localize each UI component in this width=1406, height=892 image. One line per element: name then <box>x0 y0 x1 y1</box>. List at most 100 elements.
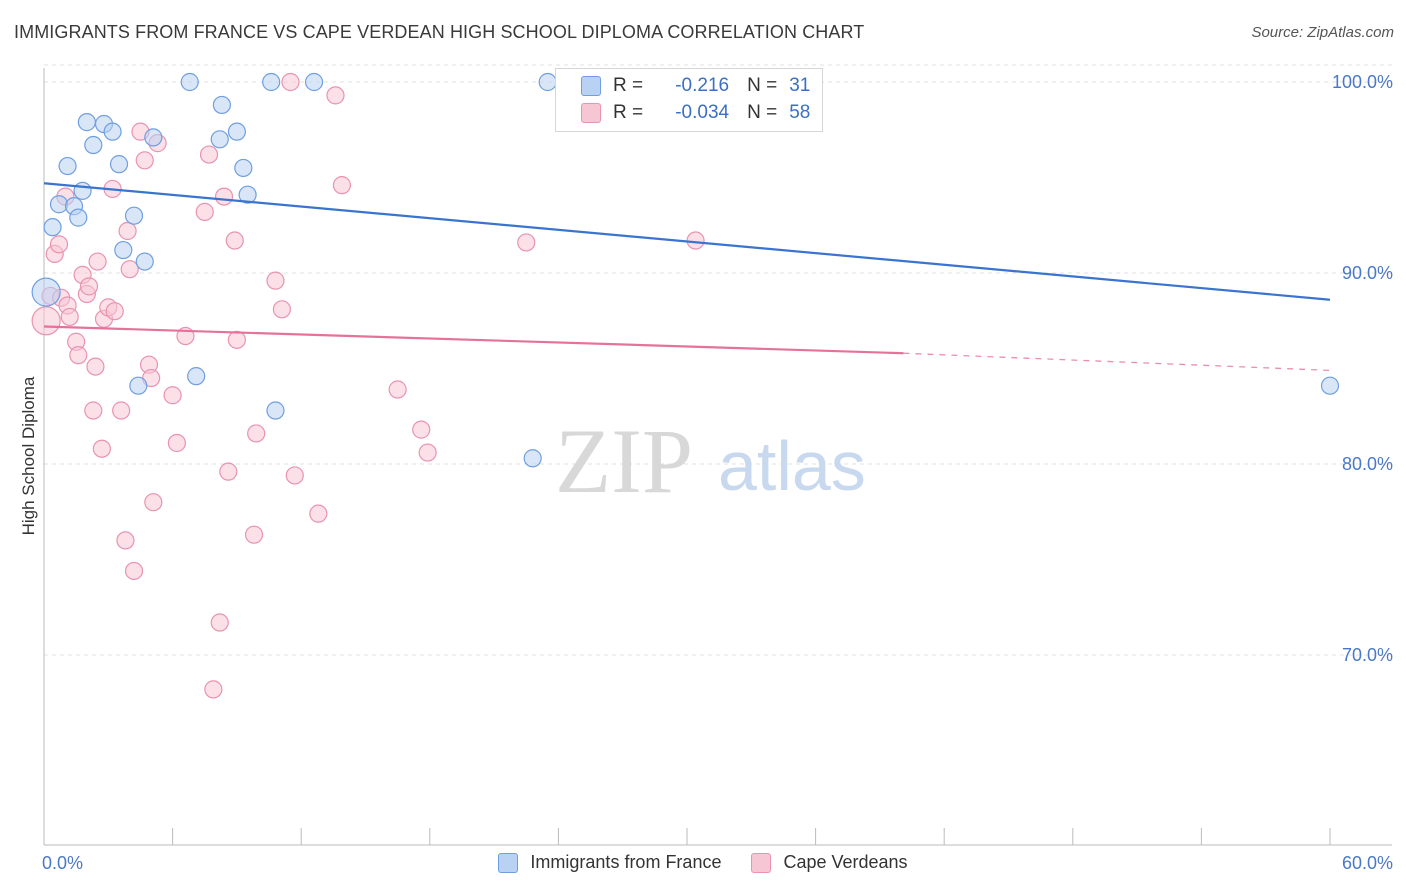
legend-r-value: -0.216 <box>675 75 730 96</box>
cape-verdean-point <box>163 386 182 405</box>
france-point <box>43 218 62 237</box>
france-point <box>234 158 253 178</box>
france-points <box>31 72 1340 468</box>
france-point <box>103 122 122 141</box>
watermark: ZIP atlas <box>555 410 866 512</box>
legend-swatch-france <box>498 852 519 873</box>
y-tick-label: 100.0% <box>1332 72 1393 92</box>
cape-verdean-point <box>195 202 214 221</box>
france-point <box>187 367 206 386</box>
cape-verdean-point <box>412 420 431 439</box>
france-point <box>538 72 557 92</box>
france-point <box>238 185 257 204</box>
france-point <box>210 130 229 149</box>
cape-verdean-point <box>118 221 137 241</box>
cape-verdean-point <box>227 330 246 349</box>
legend-label-cape-verdeans: Cape Verdeans <box>783 852 908 872</box>
legend-row-cape-verdeans: R = -0.034 N = 58 <box>581 100 810 126</box>
france-point <box>31 277 61 307</box>
france-point <box>1320 376 1340 395</box>
france-point <box>114 240 133 260</box>
cape-verdean-point <box>266 271 285 290</box>
cape-verdean-point <box>88 252 107 271</box>
legend-swatch-france <box>581 76 601 96</box>
cape-verdean-point <box>418 443 437 462</box>
cape-verdean-point <box>167 433 186 453</box>
series-legend: Immigrants from France Cape Verdeans <box>0 852 1406 873</box>
legend-swatch-cape-verdeans <box>581 103 601 123</box>
france-point <box>84 135 103 155</box>
x-tick-label: 60.0% <box>1342 853 1393 873</box>
cape-verdean-point <box>120 260 139 279</box>
cape-verdean-point <box>247 424 266 443</box>
legend-item-france: Immigrants from France <box>498 852 721 873</box>
france-point <box>129 376 148 395</box>
legend-label-france: Immigrants from France <box>530 852 722 872</box>
cape-verdean-point <box>49 235 69 254</box>
france-point <box>135 252 154 271</box>
cape-verdean-point <box>204 680 223 699</box>
cape-verdean-point <box>92 439 111 458</box>
legend-n-value: 58 <box>789 102 811 123</box>
cape-verdean-point <box>84 401 103 420</box>
trend-lines <box>43 182 1331 372</box>
france-point <box>77 113 96 132</box>
cape-verdean-point <box>219 462 238 481</box>
france-point <box>266 401 285 420</box>
france-trend-line <box>43 182 1331 301</box>
france-point <box>73 181 92 200</box>
y-tick-label: 70.0% <box>1342 645 1393 665</box>
cape-verdean-point <box>244 525 264 544</box>
cape-verdean-point <box>60 307 79 327</box>
cape-verdean-point <box>214 187 234 206</box>
watermark-zip: ZIP <box>555 410 693 512</box>
france-point <box>212 95 231 115</box>
legend-n-label: N = <box>747 102 778 123</box>
cape-verdean-trend-line <box>43 325 904 355</box>
cape-verdean-point <box>86 357 105 376</box>
cape-verdean-point <box>517 233 536 252</box>
france-point <box>109 155 129 174</box>
france-point <box>304 72 324 92</box>
cape-verdean-point <box>31 306 61 336</box>
y-tick-label: 90.0% <box>1342 263 1393 283</box>
chart-title: IMMIGRANTS FROM FRANCE VS CAPE VERDEAN H… <box>14 22 865 42</box>
cape-verdean-point <box>225 231 244 250</box>
legend-swatch-cape-verdeans <box>751 852 772 873</box>
y-axis-title: High School Diploma <box>19 376 38 535</box>
axes <box>43 68 1392 846</box>
cape-verdean-point <box>686 231 705 250</box>
cape-verdean-point <box>326 86 345 105</box>
tick-labels: 70.0% 80.0% 90.0% 100.0% 0.0% 60.0% <box>42 72 1393 873</box>
cape-verdean-point <box>112 401 131 420</box>
cape-verdean-point <box>285 466 304 485</box>
france-point <box>227 122 246 141</box>
cape-verdean-point <box>124 561 144 581</box>
legend-r-label: R = <box>613 75 644 96</box>
france-point <box>58 156 77 176</box>
cape-verdean-point <box>116 531 135 550</box>
y-tick-label: 80.0% <box>1342 454 1393 474</box>
x-tick-label: 0.0% <box>42 853 83 873</box>
france-point <box>523 449 542 468</box>
france-point <box>180 72 199 92</box>
cape-verdean-point <box>105 302 124 321</box>
cape-verdean-point <box>388 380 407 399</box>
cape-verdean-trend-extension <box>903 352 1331 372</box>
france-point <box>124 206 144 225</box>
france-point <box>144 128 163 147</box>
chart-source: Source: ZipAtlas.com <box>1251 24 1394 41</box>
cape-verdean-point <box>79 277 99 296</box>
legend-item-cape-verdeans: Cape Verdeans <box>751 852 908 873</box>
legend-n-value: 31 <box>789 75 811 96</box>
france-point <box>262 72 281 92</box>
cape-verdean-point <box>144 493 163 512</box>
cape-verdean-point <box>281 72 300 92</box>
legend-r-label: R = <box>613 102 644 123</box>
stats-legend: R = -0.216 N = 31 R = -0.034 N = 58 <box>555 68 823 132</box>
cape-verdean-point <box>272 300 292 319</box>
cape-verdean-point <box>69 346 88 365</box>
watermark-atlas: atlas <box>718 427 866 505</box>
france-point <box>49 195 69 214</box>
